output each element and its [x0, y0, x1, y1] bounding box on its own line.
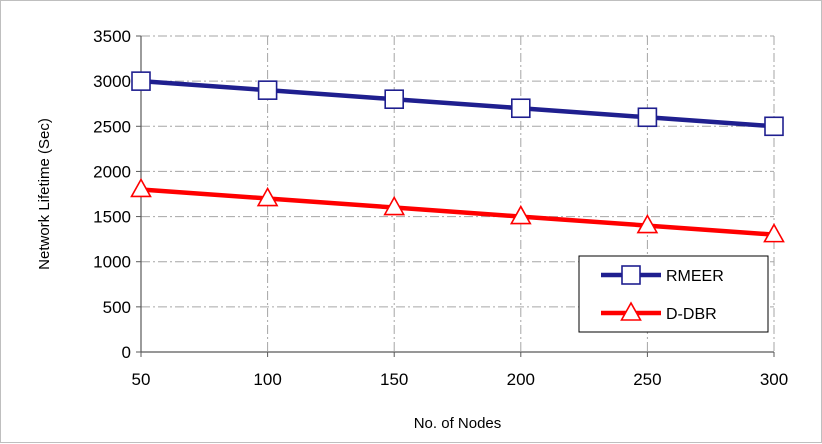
data-point-rmeer: [257, 80, 278, 100]
y-tick-label: 2000: [93, 162, 131, 181]
x-tick-label: 100: [253, 370, 281, 389]
series-line-d-dbr: [140, 187, 775, 237]
legend-swatch-marker: [620, 301, 642, 321]
x-axis-label: No. of Nodes: [414, 415, 502, 432]
series-layer: [130, 71, 785, 243]
data-point-d-dbr: [509, 204, 532, 225]
legend-item-rmeer: RMEER: [601, 265, 724, 285]
legend: RMEER D-DBR: [578, 255, 769, 333]
data-point-rmeer: [510, 98, 531, 119]
legend-label: D-DBR: [666, 306, 717, 323]
x-tick-label: 150: [380, 370, 408, 389]
series-d-dbr: [130, 177, 785, 243]
y-tick-label: 3500: [93, 27, 131, 46]
x-tick-label: 200: [507, 370, 535, 389]
legend-item-d-dbr: D-DBR: [601, 301, 717, 323]
x-tick-label: 50: [132, 370, 151, 389]
data-point-d-dbr: [383, 195, 406, 216]
y-tick-label: 500: [103, 298, 131, 317]
legend-label: RMEER: [666, 268, 724, 285]
y-tick-label: 3000: [93, 72, 131, 91]
x-tick-label: 300: [760, 370, 788, 389]
x-tick-label: 250: [633, 370, 661, 389]
data-point-d-dbr: [763, 222, 785, 243]
y-tick-label: 1500: [93, 208, 131, 227]
axis-layer: 0 500 1000 1500 2000 2500 3000 3500 50 100 150 200 2…: [93, 27, 788, 389]
y-tick-label: 1000: [93, 253, 131, 272]
series-line-rmeer: [140, 78, 775, 129]
data-point-rmeer: [764, 116, 784, 137]
data-point-rmeer: [384, 89, 405, 109]
y-axis-label: Network Lifetime (Sec): [36, 118, 53, 270]
legend-box: [578, 255, 769, 333]
y-tick-label: 2500: [93, 117, 131, 136]
data-point-d-dbr: [636, 213, 659, 234]
data-point-d-dbr: [130, 177, 152, 198]
series-rmeer: [131, 71, 784, 137]
data-point-rmeer: [637, 107, 658, 128]
y-tick-label: 0: [122, 343, 131, 362]
data-point-d-dbr: [256, 186, 279, 207]
data-point-rmeer: [131, 71, 151, 91]
legend-swatch-marker: [621, 265, 641, 285]
